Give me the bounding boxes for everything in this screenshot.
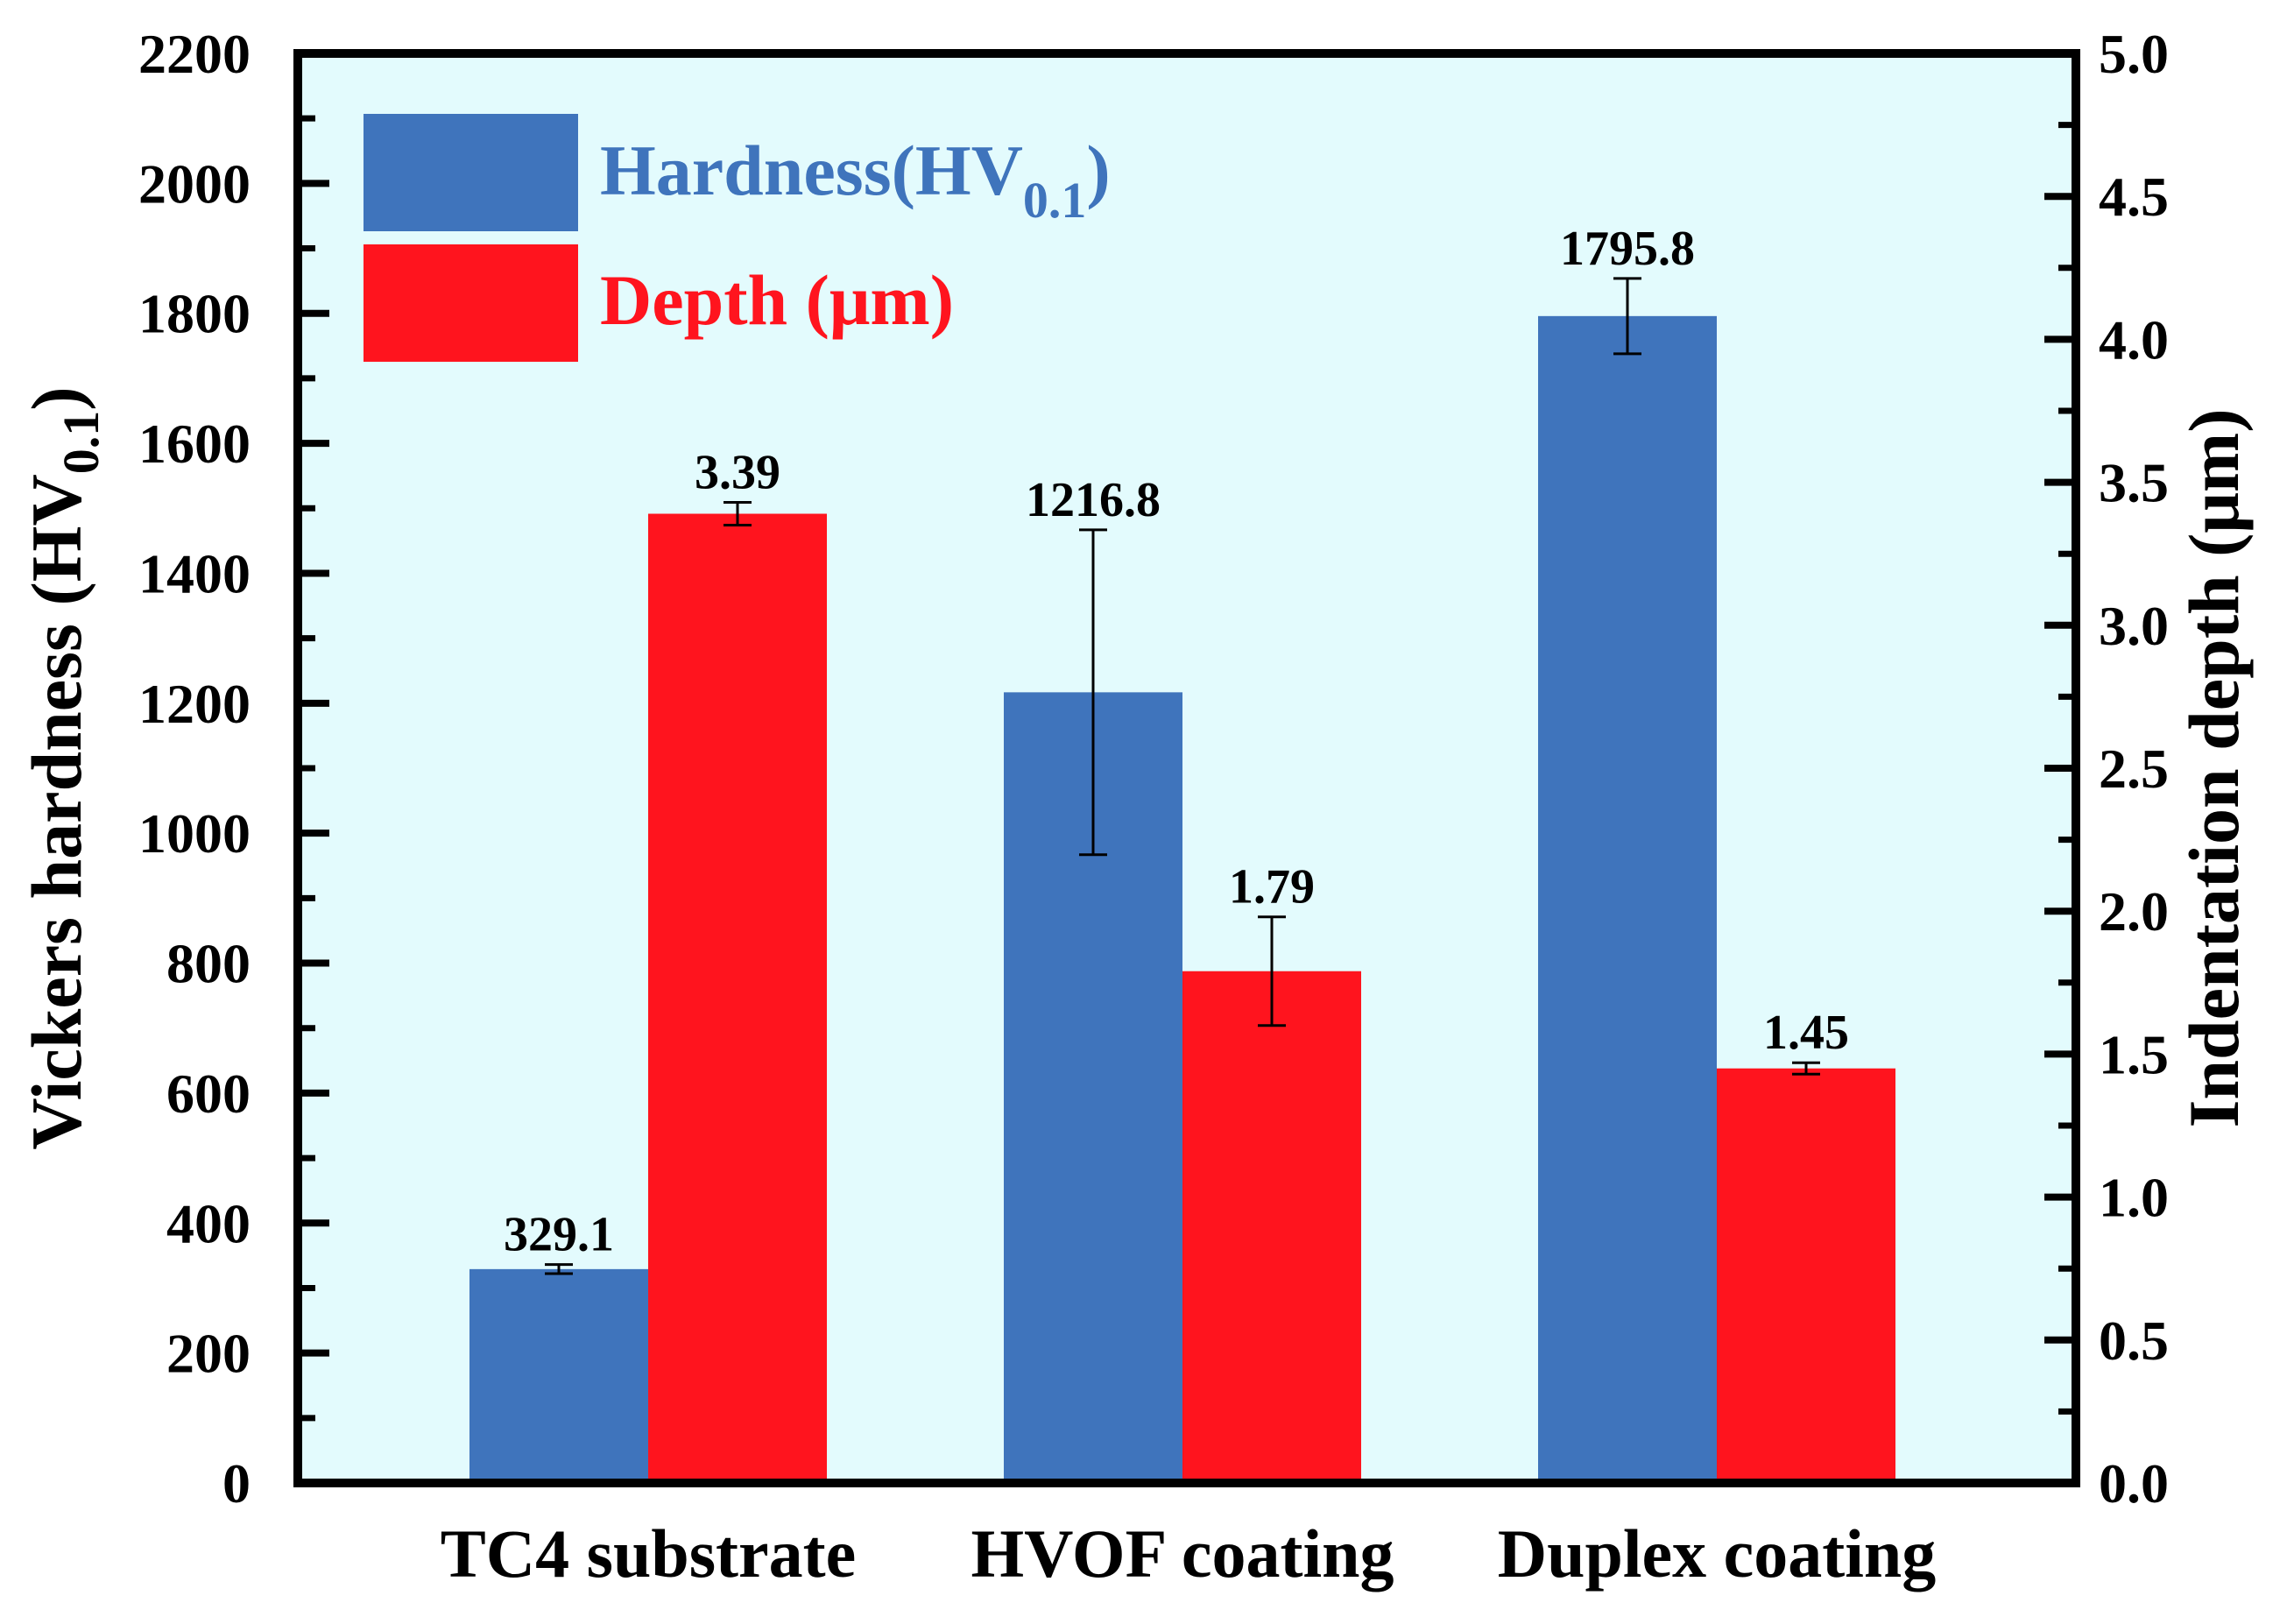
left-tick-label: 400 [166, 1192, 251, 1254]
left-tick-label: 2200 [138, 23, 251, 85]
left-tick-label: 1800 [138, 283, 251, 345]
legend-swatch-depth [364, 244, 578, 362]
right-tick-label: 2.0 [2099, 880, 2169, 943]
right-tick-label: 1.5 [2099, 1023, 2169, 1085]
bar [1717, 1068, 1895, 1483]
x-category-label: HVOF coating [971, 1515, 1394, 1592]
right-axis-title: Indentation depth (μm) [2174, 408, 2254, 1127]
right-tick-label: 4.0 [2099, 308, 2169, 371]
bar [1182, 971, 1361, 1483]
legend-label-depth: Depth (μm) [600, 260, 954, 340]
right-tick-label: 2.5 [2099, 738, 2169, 800]
right-tick-label: 0.0 [2099, 1452, 2169, 1515]
legend-label-hardness: Hardness(HV0.1) [600, 131, 1111, 229]
bar [469, 1268, 648, 1483]
right-tick-label: 3.0 [2099, 595, 2169, 657]
left-tick-label: 1200 [138, 673, 251, 735]
plot-frame [293, 49, 2080, 1487]
data-label: 3.39 [695, 445, 780, 499]
x-category-label: Duplex coating [1498, 1515, 1937, 1592]
bar [1538, 315, 1717, 1483]
data-label: 1.45 [1763, 1006, 1849, 1060]
data-label: 1.79 [1229, 860, 1315, 914]
data-label: 1216.8 [1026, 473, 1161, 527]
left-tick-label: 0 [222, 1452, 251, 1515]
legend-swatch-hardness [364, 114, 578, 231]
left-tick-label: 200 [166, 1323, 251, 1385]
left-tick-label: 600 [166, 1063, 251, 1125]
data-label: 1795.8 [1560, 222, 1695, 276]
left-tick-label: 2000 [138, 152, 251, 215]
bar [648, 513, 827, 1483]
left-tick-label: 1600 [138, 413, 251, 475]
left-tick-label: 800 [166, 933, 251, 995]
data-label: 329.1 [504, 1208, 614, 1262]
left-tick-label: 1000 [138, 802, 251, 865]
right-tick-label: 5.0 [2099, 23, 2169, 85]
legend: Hardness(HV0.1) Depth (μm) [364, 114, 1111, 362]
right-tick-label: 3.5 [2099, 452, 2169, 514]
right-tick-label: 1.0 [2099, 1167, 2169, 1229]
right-tick-label: 4.5 [2099, 166, 2169, 228]
x-category-label: TC4 substrate [441, 1515, 857, 1592]
left-axis-title: Vickers hardness (HV0.1) [17, 386, 109, 1149]
left-tick-label: 1400 [138, 542, 251, 604]
right-tick-label: 0.5 [2099, 1310, 2169, 1372]
